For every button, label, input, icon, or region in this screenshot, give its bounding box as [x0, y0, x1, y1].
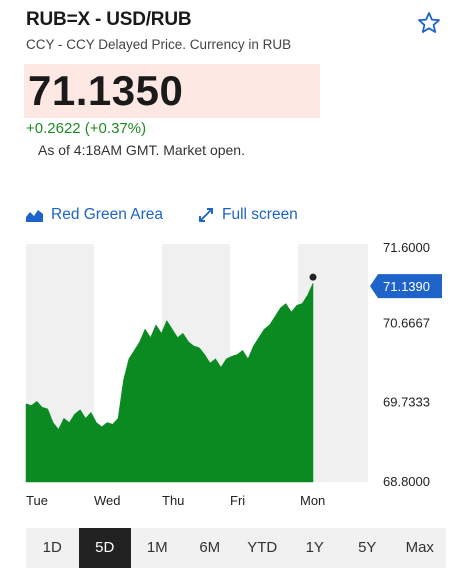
area-chart-icon: [26, 209, 43, 222]
expand-icon: [198, 207, 214, 223]
y-tick-label: 68.8000: [383, 474, 430, 489]
range-button-5y[interactable]: 5Y: [341, 528, 394, 568]
chart-style-label: Red Green Area: [51, 206, 163, 224]
market-status: As of 4:18AM GMT. Market open.: [38, 142, 245, 158]
y-tick-label: 71.6000: [383, 240, 430, 255]
chart-style-button[interactable]: Red Green Area: [26, 206, 163, 224]
x-tick-label: Fri: [230, 493, 245, 508]
range-button-1d[interactable]: 1D: [26, 528, 79, 568]
y-tick-label: 70.6667: [383, 315, 430, 330]
x-tick-label: Mon: [300, 493, 325, 508]
x-tick-label: Wed: [94, 493, 121, 508]
last-price-dot: [310, 274, 317, 281]
current-value-label: 71.1390: [383, 279, 430, 294]
x-tick-label: Tue: [26, 493, 48, 508]
price-chart[interactable]: 71.6000 70.6667 69.7333 68.8000 Tue Wed Thu Fr…: [0, 230, 472, 520]
y-tick-label: 69.7333: [383, 395, 430, 410]
range-button-5d[interactable]: 5D: [79, 528, 132, 568]
range-button-6m[interactable]: 6M: [184, 528, 237, 568]
star-icon[interactable]: [417, 11, 441, 35]
range-button-1m[interactable]: 1M: [131, 528, 184, 568]
fullscreen-label: Full screen: [222, 206, 298, 224]
quote-subtitle: CCY - CCY Delayed Price. Currency in RUB: [26, 37, 291, 52]
range-button-max[interactable]: Max: [394, 528, 447, 568]
page-title: RUB=X - USD/RUB: [26, 9, 191, 31]
range-button-1y[interactable]: 1Y: [289, 528, 342, 568]
price-change: +0.2622 (+0.37%): [26, 120, 146, 137]
current-value-tag: 71.1390: [370, 274, 442, 298]
current-price: 71.1350: [28, 64, 183, 118]
x-axis: Tue Wed Thu Fri Mon: [26, 493, 325, 508]
range-selector: 1D 5D 1M 6M YTD 1Y 5Y Max: [26, 528, 446, 568]
range-button-ytd[interactable]: YTD: [236, 528, 289, 568]
fullscreen-button[interactable]: Full screen: [198, 206, 298, 224]
x-tick-label: Thu: [162, 493, 184, 508]
